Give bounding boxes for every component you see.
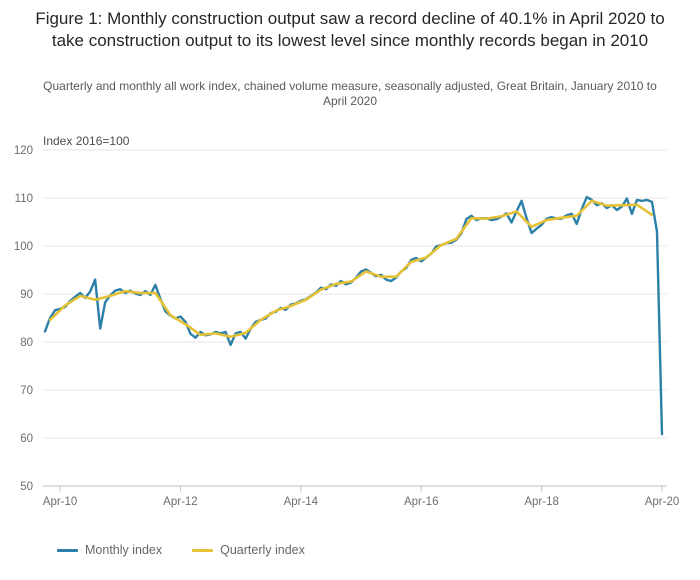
index-unit-label: Index 2016=100 bbox=[43, 134, 130, 148]
legend-item-monthly[interactable]: Monthly index bbox=[57, 543, 162, 557]
legend-label-quarterly: Quarterly index bbox=[220, 543, 305, 557]
legend-item-quarterly[interactable]: Quarterly index bbox=[192, 543, 305, 557]
legend-label-monthly: Monthly index bbox=[85, 543, 163, 557]
y-tick-label: 90 bbox=[20, 289, 33, 301]
x-tick-label: Apr-14 bbox=[284, 496, 319, 508]
x-tick-label: Apr-16 bbox=[404, 496, 439, 508]
quarterly-line-swatch bbox=[192, 548, 214, 552]
y-tick-label: 50 bbox=[20, 481, 33, 493]
monthly-line-swatch bbox=[57, 548, 78, 552]
y-tick-label: 100 bbox=[14, 241, 33, 253]
x-tick-label: Apr-10 bbox=[43, 496, 78, 508]
y-tick-label: 120 bbox=[14, 145, 33, 157]
chart-subtitle: Quarterly and monthly all work index, ch… bbox=[43, 79, 657, 108]
y-tick-label: 110 bbox=[15, 193, 33, 205]
x-tick-label: Apr-12 bbox=[163, 496, 198, 508]
x-tick-label: Apr-20 bbox=[645, 496, 680, 508]
x-tick-label: Apr-18 bbox=[524, 496, 559, 508]
quarterly-index-line bbox=[48, 199, 654, 339]
chart-title: Figure 1: Monthly construction output sa… bbox=[35, 9, 665, 50]
y-tick-label: 60 bbox=[20, 433, 33, 445]
monthly-index-line bbox=[43, 195, 664, 436]
y-tick-label: 80 bbox=[20, 337, 33, 349]
chart-legend: Monthly index Quarterly index bbox=[57, 543, 305, 557]
y-tick-label: 70 bbox=[20, 385, 33, 397]
